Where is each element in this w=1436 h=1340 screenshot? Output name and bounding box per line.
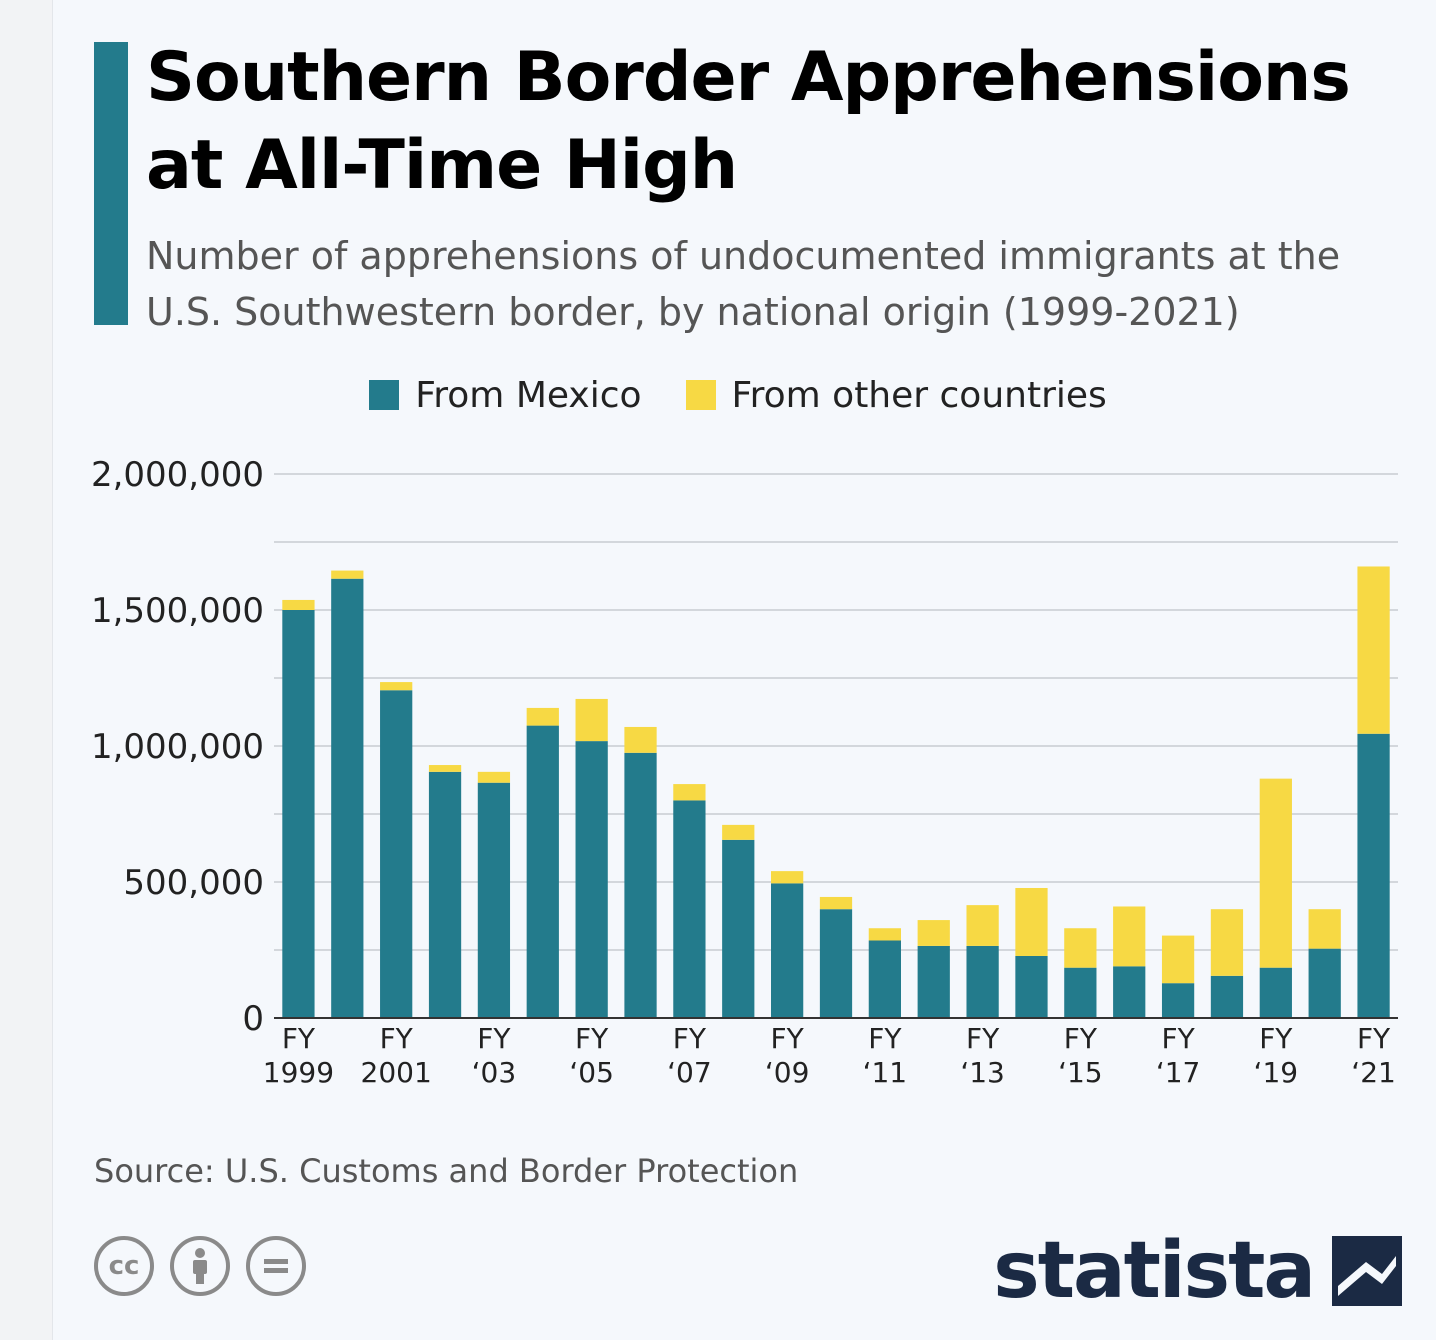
legend-item-mexico: From Mexico [369, 374, 642, 416]
x-tick-label: ‘09 [765, 1056, 810, 1089]
license-icons: cc [94, 1236, 322, 1296]
y-tick-label: 2,000,000 [91, 455, 264, 495]
bar-mexico [1308, 948, 1341, 1018]
bar-other [917, 920, 950, 946]
bar-mexico [380, 690, 413, 1018]
legend-swatch-other [685, 380, 716, 410]
x-tick-label: FY [868, 1022, 902, 1055]
bar-mexico [624, 752, 657, 1018]
legend-label-other: From other countries [731, 374, 1107, 416]
bar-mexico [1161, 983, 1195, 1018]
chart-title: Southern Border Apprehensions at All-Tim… [146, 38, 1351, 205]
bar-other [331, 570, 364, 579]
x-tick-label: ‘03 [472, 1056, 517, 1089]
bar-mexico [868, 940, 901, 1018]
bar-other [966, 905, 999, 946]
no-derivatives-icon [246, 1236, 306, 1296]
x-tick-label: ‘17 [1156, 1056, 1201, 1089]
y-tick-label: 0 [242, 999, 264, 1039]
bar-mexico [282, 610, 315, 1018]
x-tick-label: FY [380, 1022, 414, 1055]
bar-other [722, 824, 755, 840]
y-tick-label: 1,000,000 [91, 727, 264, 767]
y-tick-label: 1,500,000 [91, 591, 264, 631]
bar-other [868, 928, 901, 941]
legend-item-other: From other countries [685, 374, 1107, 416]
bar-mexico [1113, 966, 1146, 1018]
attribution-icon [170, 1236, 230, 1296]
bar-other [1357, 566, 1390, 734]
bar-other [1064, 928, 1097, 968]
statista-logo-icon [1332, 1236, 1402, 1306]
creative-commons-icon: cc [94, 1236, 154, 1296]
x-tick-label: FY [1357, 1022, 1391, 1055]
chart-subtitle: Number of apprehensions of undocumented … [146, 234, 1341, 334]
bar-other [1161, 935, 1195, 984]
statista-wordmark: statista [993, 1226, 1316, 1316]
title-accent-bar [94, 42, 128, 325]
statista-logo[interactable]: statista [993, 1226, 1402, 1316]
legend-label-mexico: From Mexico [415, 374, 642, 416]
bar-other [1210, 909, 1244, 976]
x-tick-label: FY [1259, 1022, 1293, 1055]
bar-mexico [722, 839, 755, 1018]
bar-other [1113, 906, 1146, 967]
bar-mexico [575, 741, 608, 1018]
bar-other [526, 707, 559, 726]
bar-mexico [526, 725, 559, 1018]
bar-other [673, 784, 706, 801]
x-tick-label: FY [771, 1022, 805, 1055]
bar-mexico [771, 883, 804, 1018]
bar-other [819, 896, 853, 910]
x-tick-label: FY [673, 1022, 707, 1055]
x-tick-label: ‘19 [1254, 1056, 1299, 1089]
bar-other [1015, 887, 1048, 956]
legend: From Mexico From other countries [0, 370, 1436, 420]
bar-other [380, 682, 413, 691]
bar-mexico [917, 945, 950, 1018]
bar-other [282, 599, 315, 610]
x-tick-label: ‘13 [960, 1056, 1005, 1089]
x-tick-label: FY [1161, 1022, 1195, 1055]
bar-other [1259, 778, 1292, 968]
x-tick-label: FY [575, 1022, 609, 1055]
bar-other [428, 765, 462, 772]
bar-mexico [477, 782, 511, 1018]
bar-mexico [673, 800, 706, 1018]
x-tick-label: ‘05 [569, 1056, 614, 1089]
bar-mexico [1357, 733, 1390, 1018]
bar-other [624, 726, 657, 753]
bar-mexico [1210, 975, 1244, 1018]
stacked-bar-chart: 0500,0001,000,0001,500,0002,000,000FY199… [91, 455, 1398, 1089]
x-tick-label: ‘11 [863, 1056, 908, 1089]
x-tick-label: 1999 [263, 1056, 334, 1089]
bar-mexico [428, 771, 462, 1018]
x-tick-label: ‘21 [1351, 1056, 1396, 1089]
bar-mexico [1015, 955, 1048, 1018]
bar-mexico [1259, 967, 1292, 1018]
x-tick-label: FY [282, 1022, 316, 1055]
x-tick-label: ‘15 [1058, 1056, 1103, 1089]
bar-other [575, 698, 608, 742]
x-tick-label: FY [966, 1022, 1000, 1055]
bar-mexico [966, 945, 999, 1018]
bar-mexico [331, 578, 364, 1018]
bar-other [771, 871, 804, 884]
bar-mexico [1064, 967, 1097, 1018]
y-tick-label: 500,000 [123, 863, 264, 903]
legend-swatch-mexico [369, 380, 400, 410]
x-tick-label: ‘07 [667, 1056, 712, 1089]
x-tick-label: 2001 [361, 1056, 432, 1089]
x-tick-label: FY [1064, 1022, 1098, 1055]
x-tick-label: FY [477, 1022, 511, 1055]
source-note: Source: U.S. Customs and Border Protecti… [94, 1152, 799, 1190]
bar-other [1308, 909, 1341, 949]
bar-other [477, 771, 511, 783]
bar-mexico [819, 909, 853, 1018]
